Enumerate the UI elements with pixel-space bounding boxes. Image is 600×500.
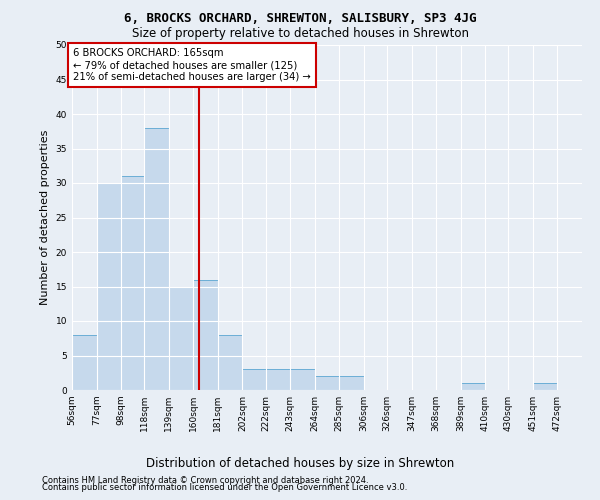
Text: 6 BROCKS ORCHARD: 165sqm
← 79% of detached houses are smaller (125)
21% of semi-: 6 BROCKS ORCHARD: 165sqm ← 79% of detach… xyxy=(73,48,311,82)
Bar xyxy=(145,128,169,390)
Bar xyxy=(169,286,193,390)
Bar xyxy=(266,370,290,390)
Text: 6, BROCKS ORCHARD, SHREWTON, SALISBURY, SP3 4JG: 6, BROCKS ORCHARD, SHREWTON, SALISBURY, … xyxy=(124,12,476,26)
Bar xyxy=(461,383,485,390)
Bar xyxy=(193,280,218,390)
Bar xyxy=(97,183,121,390)
Bar xyxy=(290,370,315,390)
Text: Contains public sector information licensed under the Open Government Licence v3: Contains public sector information licen… xyxy=(42,484,407,492)
Bar xyxy=(218,335,242,390)
Bar xyxy=(339,376,364,390)
Bar xyxy=(315,376,339,390)
Text: Distribution of detached houses by size in Shrewton: Distribution of detached houses by size … xyxy=(146,458,454,470)
Text: Contains HM Land Registry data © Crown copyright and database right 2024.: Contains HM Land Registry data © Crown c… xyxy=(42,476,368,485)
Bar xyxy=(121,176,145,390)
Bar xyxy=(242,370,266,390)
Y-axis label: Number of detached properties: Number of detached properties xyxy=(40,130,50,305)
Text: Size of property relative to detached houses in Shrewton: Size of property relative to detached ho… xyxy=(131,28,469,40)
Bar xyxy=(72,335,97,390)
Bar xyxy=(533,383,557,390)
